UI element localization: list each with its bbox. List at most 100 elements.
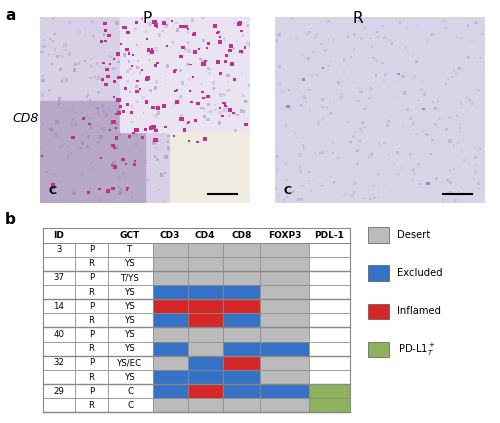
Bar: [342, 93, 343, 95]
Text: 3: 3: [56, 245, 62, 254]
Bar: [62, 78, 64, 80]
Bar: [166, 24, 168, 26]
Bar: [48, 54, 50, 55]
Text: CD3: CD3: [160, 231, 180, 240]
Bar: [190, 89, 192, 92]
Bar: [152, 271, 188, 285]
Bar: [160, 173, 162, 177]
Bar: [58, 97, 61, 101]
Text: ID: ID: [54, 231, 64, 240]
Bar: [242, 34, 244, 37]
Bar: [74, 63, 77, 66]
Bar: [206, 118, 210, 121]
Bar: [90, 58, 92, 60]
Text: a: a: [5, 8, 15, 23]
Bar: [354, 131, 356, 133]
Bar: [156, 158, 159, 162]
Bar: [87, 94, 89, 96]
Bar: [79, 147, 82, 150]
Bar: [120, 17, 250, 132]
Bar: [244, 100, 246, 102]
Bar: [154, 80, 158, 84]
Bar: [222, 257, 260, 271]
Bar: [377, 196, 378, 198]
Bar: [438, 118, 440, 120]
Bar: [421, 80, 423, 83]
Bar: [75, 123, 78, 126]
Bar: [134, 21, 138, 24]
Bar: [476, 22, 478, 24]
Text: C: C: [284, 186, 292, 195]
Bar: [304, 101, 307, 103]
Bar: [278, 65, 281, 68]
Bar: [42, 271, 75, 285]
Bar: [126, 189, 128, 191]
Bar: [50, 128, 53, 131]
Bar: [154, 129, 158, 132]
Bar: [136, 101, 139, 103]
Bar: [230, 62, 234, 66]
Bar: [260, 313, 309, 327]
Bar: [418, 183, 420, 185]
Bar: [294, 132, 296, 135]
Bar: [66, 151, 68, 152]
Bar: [202, 38, 205, 42]
Bar: [477, 182, 480, 185]
Bar: [144, 128, 148, 132]
Bar: [284, 162, 287, 165]
Bar: [97, 140, 100, 143]
Bar: [136, 80, 138, 82]
Bar: [236, 140, 240, 144]
Bar: [204, 97, 206, 99]
Bar: [260, 257, 309, 271]
Bar: [317, 75, 320, 77]
Bar: [324, 49, 327, 52]
Bar: [166, 18, 168, 20]
Bar: [312, 51, 316, 53]
Bar: [219, 36, 221, 38]
Bar: [104, 83, 108, 86]
Bar: [128, 135, 130, 138]
Bar: [382, 25, 384, 27]
Bar: [349, 195, 351, 197]
Bar: [164, 126, 167, 129]
Bar: [224, 60, 227, 63]
Bar: [195, 189, 198, 192]
Bar: [383, 142, 386, 144]
Bar: [466, 97, 468, 100]
Bar: [472, 201, 474, 202]
Bar: [140, 136, 144, 139]
Bar: [187, 63, 189, 65]
Bar: [153, 137, 158, 142]
Bar: [48, 38, 51, 40]
Bar: [188, 398, 222, 412]
Bar: [178, 172, 182, 176]
Bar: [154, 147, 158, 150]
Bar: [247, 180, 248, 181]
Bar: [128, 60, 130, 63]
Bar: [42, 356, 75, 370]
Bar: [134, 160, 136, 162]
Bar: [222, 356, 260, 370]
Bar: [353, 192, 356, 194]
Bar: [308, 171, 310, 173]
Bar: [42, 79, 44, 82]
Bar: [154, 47, 158, 50]
Bar: [176, 89, 178, 91]
Bar: [398, 173, 400, 176]
Bar: [231, 63, 234, 66]
Bar: [90, 65, 92, 67]
Bar: [468, 164, 470, 165]
Bar: [199, 58, 202, 60]
Bar: [187, 122, 190, 124]
Bar: [172, 41, 174, 44]
Bar: [75, 384, 108, 398]
Bar: [402, 124, 405, 127]
Bar: [352, 135, 355, 138]
Bar: [132, 132, 136, 134]
Bar: [158, 189, 160, 190]
Bar: [309, 327, 350, 342]
Bar: [385, 112, 386, 113]
Bar: [350, 56, 352, 58]
Bar: [152, 126, 156, 129]
